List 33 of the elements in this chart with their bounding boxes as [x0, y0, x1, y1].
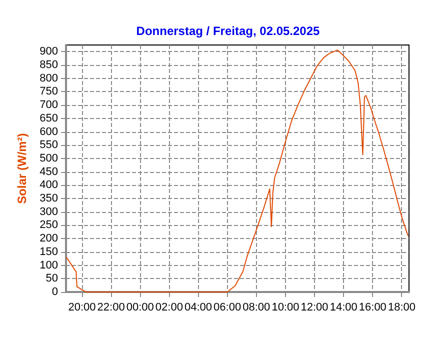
x-tick-label: 02:00: [155, 302, 183, 314]
x-tick-label: 12:00: [300, 302, 328, 314]
y-tick-label: 550: [40, 139, 58, 152]
y-tick-label: 600: [40, 126, 58, 138]
x-tick-label: 16:00: [358, 302, 386, 314]
x-tick-label: 14:00: [330, 302, 358, 314]
y-tick-label: 250: [40, 219, 58, 232]
chart-title: Donnerstag / Freitag, 02.05.2025: [136, 24, 320, 38]
y-tick-label: 300: [40, 206, 58, 218]
x-tick-label: 22:00: [97, 302, 125, 314]
y-tick-label: 50: [46, 272, 58, 285]
x-tick-label: 06:00: [214, 302, 242, 314]
y-tick-label: 850: [40, 59, 58, 72]
y-tick-label: 200: [40, 232, 58, 245]
x-tick-label: 10:00: [272, 302, 300, 314]
y-tick-label: 800: [40, 72, 58, 84]
y-tick-label: 650: [40, 112, 58, 124]
y-tick-label: 400: [40, 179, 58, 192]
x-tick-label: 00:00: [126, 302, 154, 314]
y-tick-label: 100: [40, 259, 58, 272]
y-tick-label: 0: [52, 286, 58, 298]
y-tick-label: 350: [40, 192, 58, 205]
x-tick-label: 08:00: [242, 302, 270, 314]
x-tick-label: 18:00: [388, 302, 416, 314]
y-tick-label: 900: [40, 46, 58, 58]
y-axis-title: Solar (W/m²): [15, 133, 29, 204]
x-tick-label: 20:00: [68, 302, 96, 314]
y-tick-label: 450: [40, 166, 58, 178]
y-tick-label: 500: [40, 152, 58, 164]
x-tick-label: 04:00: [184, 302, 212, 314]
y-tick-label: 700: [40, 99, 58, 112]
y-tick-label: 150: [40, 246, 58, 258]
y-tick-label: 750: [40, 86, 58, 98]
